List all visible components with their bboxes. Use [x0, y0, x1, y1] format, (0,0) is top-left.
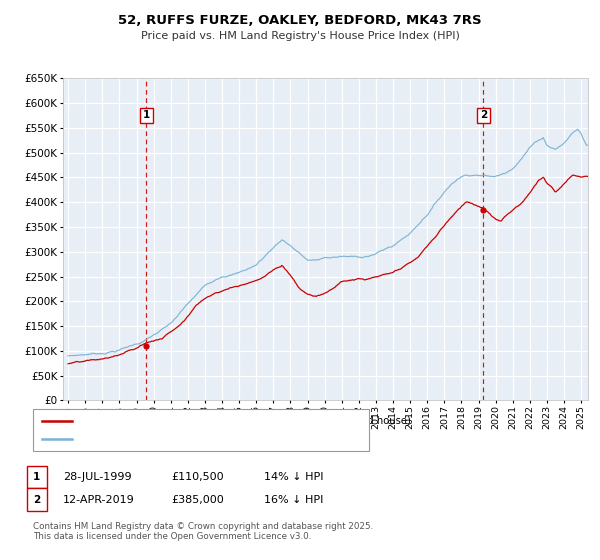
Text: 16% ↓ HPI: 16% ↓ HPI: [264, 494, 323, 505]
Text: 28-JUL-1999: 28-JUL-1999: [63, 472, 131, 482]
Text: 1: 1: [143, 110, 150, 120]
Text: £110,500: £110,500: [171, 472, 224, 482]
Text: £385,000: £385,000: [171, 494, 224, 505]
Text: 1: 1: [33, 472, 41, 482]
Text: 12-APR-2019: 12-APR-2019: [63, 494, 135, 505]
Text: 14% ↓ HPI: 14% ↓ HPI: [264, 472, 323, 482]
Text: 2: 2: [33, 494, 41, 505]
Text: Price paid vs. HM Land Registry's House Price Index (HPI): Price paid vs. HM Land Registry's House …: [140, 31, 460, 41]
Text: 2: 2: [480, 110, 487, 120]
Text: Contains HM Land Registry data © Crown copyright and database right 2025.
This d: Contains HM Land Registry data © Crown c…: [33, 522, 373, 542]
Text: 52, RUFFS FURZE, OAKLEY, BEDFORD, MK43 7RS (detached house): 52, RUFFS FURZE, OAKLEY, BEDFORD, MK43 7…: [76, 416, 411, 426]
Text: 52, RUFFS FURZE, OAKLEY, BEDFORD, MK43 7RS: 52, RUFFS FURZE, OAKLEY, BEDFORD, MK43 7…: [118, 14, 482, 27]
Text: HPI: Average price, detached house, Bedford: HPI: Average price, detached house, Bedf…: [76, 434, 300, 444]
